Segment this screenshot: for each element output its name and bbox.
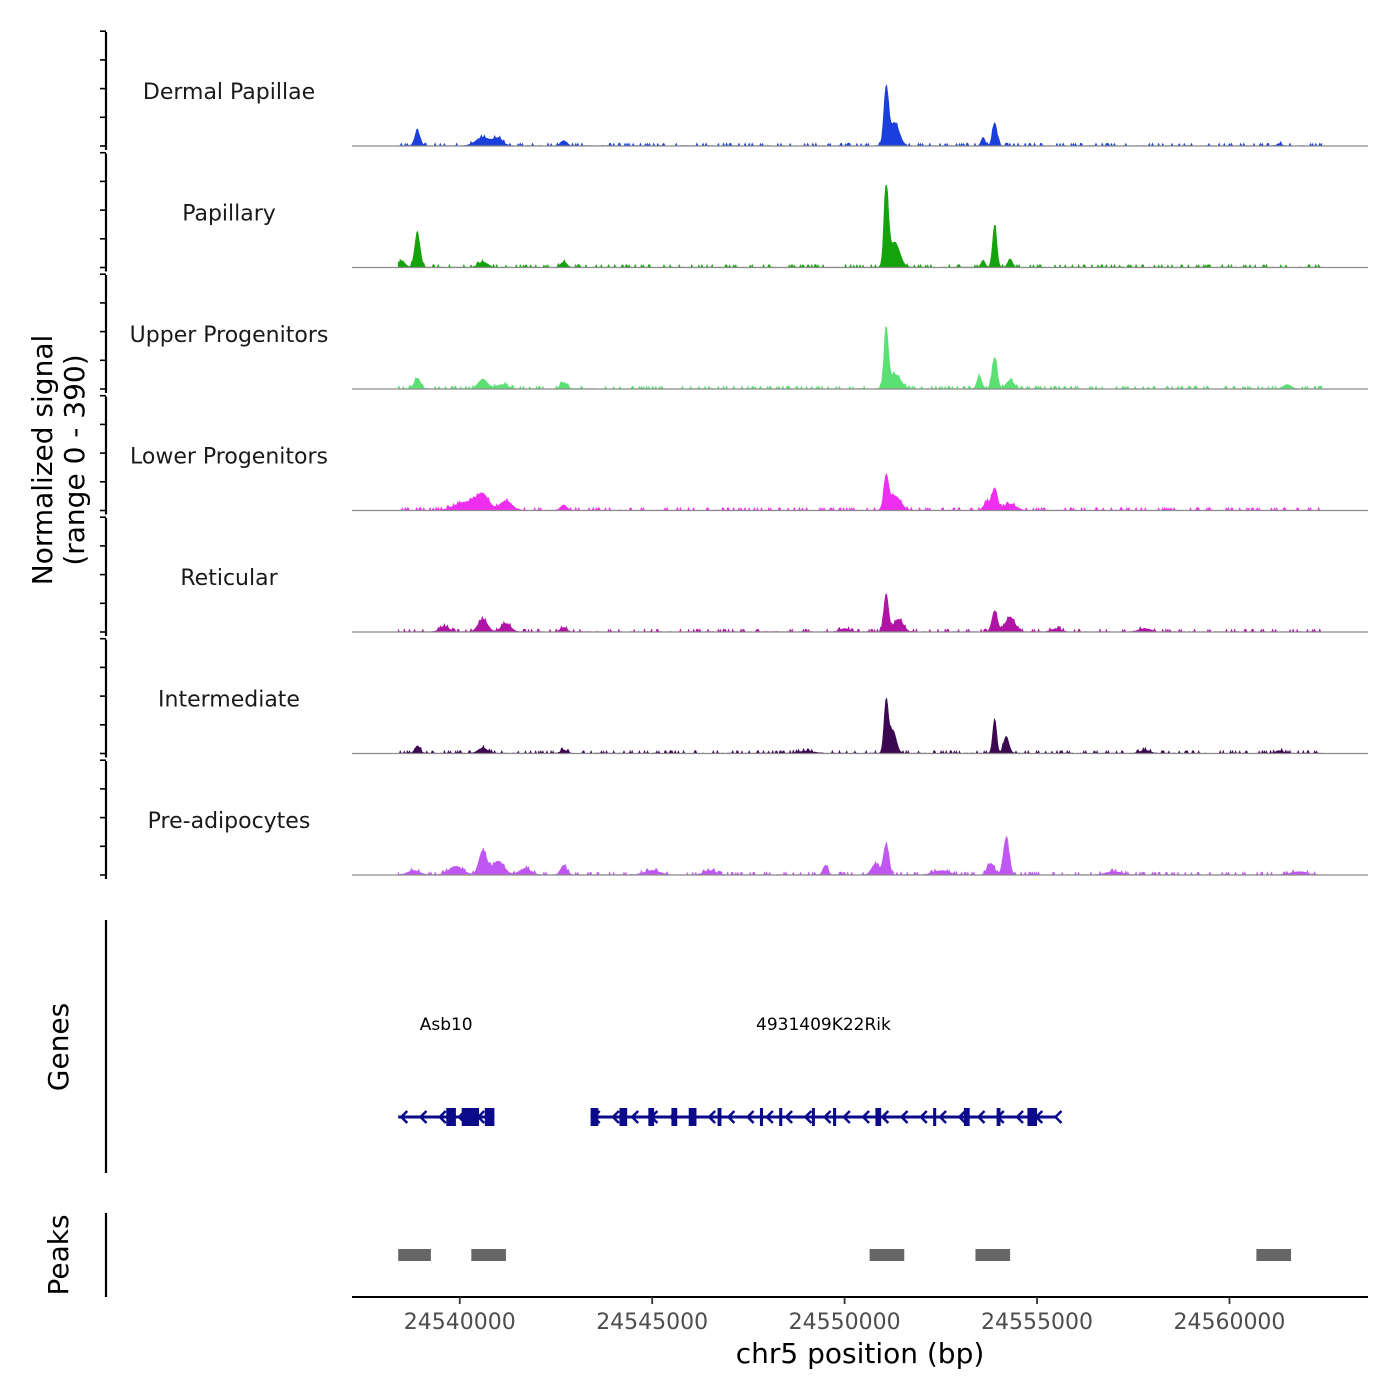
peak-region (398, 1249, 431, 1261)
gene-label-4931409k22rik: 4931409K22Rik (756, 1015, 891, 1035)
exon-4931409k22rik (671, 1108, 678, 1126)
track-label-upper-progenitors: Upper Progenitors (130, 323, 329, 348)
peak-region (975, 1249, 1011, 1261)
track-label-intermediate: Intermediate (158, 688, 300, 713)
exon-asb10 (446, 1108, 456, 1126)
signal-area-lower-progenitors (398, 473, 1323, 512)
strand-arrow (1053, 1110, 1063, 1124)
x-tick-label: 24540000 (404, 1310, 516, 1335)
peak-region (1256, 1249, 1292, 1261)
x-tick-label: 24545000 (596, 1310, 708, 1335)
x-axis-title: chr5 position (bp) (736, 1337, 985, 1370)
strand-arrow (899, 1110, 909, 1124)
strand-arrow (765, 1110, 774, 1124)
exon-4931409k22rik (619, 1108, 628, 1126)
exon-4931409k22rik (933, 1108, 937, 1126)
track-label-reticular: Reticular (180, 566, 278, 591)
peak-region (471, 1249, 506, 1261)
y-axis-title-line2: (range 0 - 390) (58, 354, 91, 565)
exon-4931409k22rik (833, 1108, 837, 1126)
strand-arrow (861, 1110, 870, 1124)
exon-asb10 (484, 1108, 495, 1126)
strand-arrow (880, 1110, 890, 1124)
strand-arrow (842, 1110, 851, 1124)
exon-4931409k22rik (1027, 1108, 1038, 1126)
track-label-dermal-papillae: Dermal Papillae (143, 80, 315, 105)
strand-arrow (976, 1110, 986, 1124)
exon-4931409k22rik (996, 1108, 1001, 1126)
strand-arrow (630, 1110, 640, 1124)
peak-region (869, 1249, 905, 1261)
strand-arrow (1015, 1110, 1024, 1124)
exon-4931409k22rik (779, 1108, 783, 1126)
exon-4931409k22rik (717, 1108, 722, 1126)
gene-label-asb10: Asb10 (420, 1015, 473, 1035)
strand-arrow (957, 1110, 967, 1124)
peaks-layer (104, 1213, 1292, 1297)
strand-arrow (745, 1110, 755, 1124)
signal-tracks: Dermal Papillae Papillary Upper Progenitor… (130, 80, 1368, 876)
strand-arrow (938, 1110, 947, 1124)
exon-4931409k22rik (590, 1108, 599, 1126)
strand-arrow (919, 1110, 928, 1124)
peaks-track-title: Peaks (42, 1214, 75, 1295)
signal-area-reticular (397, 593, 1322, 633)
exon-4931409k22rik (963, 1108, 970, 1126)
signal-area-dermal-papillae (397, 84, 1323, 147)
exon-4931409k22rik (875, 1108, 882, 1126)
left-axes (100, 30, 108, 879)
strand-arrow (399, 1110, 409, 1124)
strand-arrow (611, 1110, 620, 1124)
strand-arrow (784, 1110, 793, 1124)
strand-arrow (726, 1110, 736, 1124)
genes-track-title: Genes (42, 1003, 75, 1091)
track-label-lower-progenitors: Lower Progenitors (130, 445, 328, 470)
strand-arrow (822, 1110, 832, 1124)
signal-area-pre-adipocytes (397, 835, 1323, 876)
x-axis: 24540000 24545000 24550000 24555000 24560000 (352, 1296, 1368, 1335)
exon-4931409k22rik (811, 1108, 815, 1126)
signal-area-upper-progenitors (397, 325, 1323, 390)
signal-area-intermediate (397, 697, 1323, 755)
x-tick-label: 24555000 (981, 1310, 1093, 1335)
track-label-papillary: Papillary (182, 202, 276, 227)
signal-area-papillary (397, 185, 1323, 269)
x-tick-label: 24560000 (1173, 1310, 1285, 1335)
exon-asb10 (461, 1108, 479, 1126)
strand-arrow (437, 1110, 447, 1124)
x-tick-label: 24550000 (789, 1310, 901, 1335)
exon-4931409k22rik (648, 1108, 655, 1126)
exon-4931409k22rik (688, 1108, 697, 1126)
track-label-pre-adipocytes: Pre-adipocytes (148, 809, 311, 834)
genes-layer: Asb10 4931409K22Rik (104, 920, 1063, 1173)
strand-arrow (707, 1110, 717, 1124)
strand-arrow (418, 1110, 428, 1124)
y-axis-title-line1: Normalized signal (26, 335, 59, 586)
exon-4931409k22rik (759, 1108, 764, 1126)
strand-arrow (803, 1110, 813, 1124)
